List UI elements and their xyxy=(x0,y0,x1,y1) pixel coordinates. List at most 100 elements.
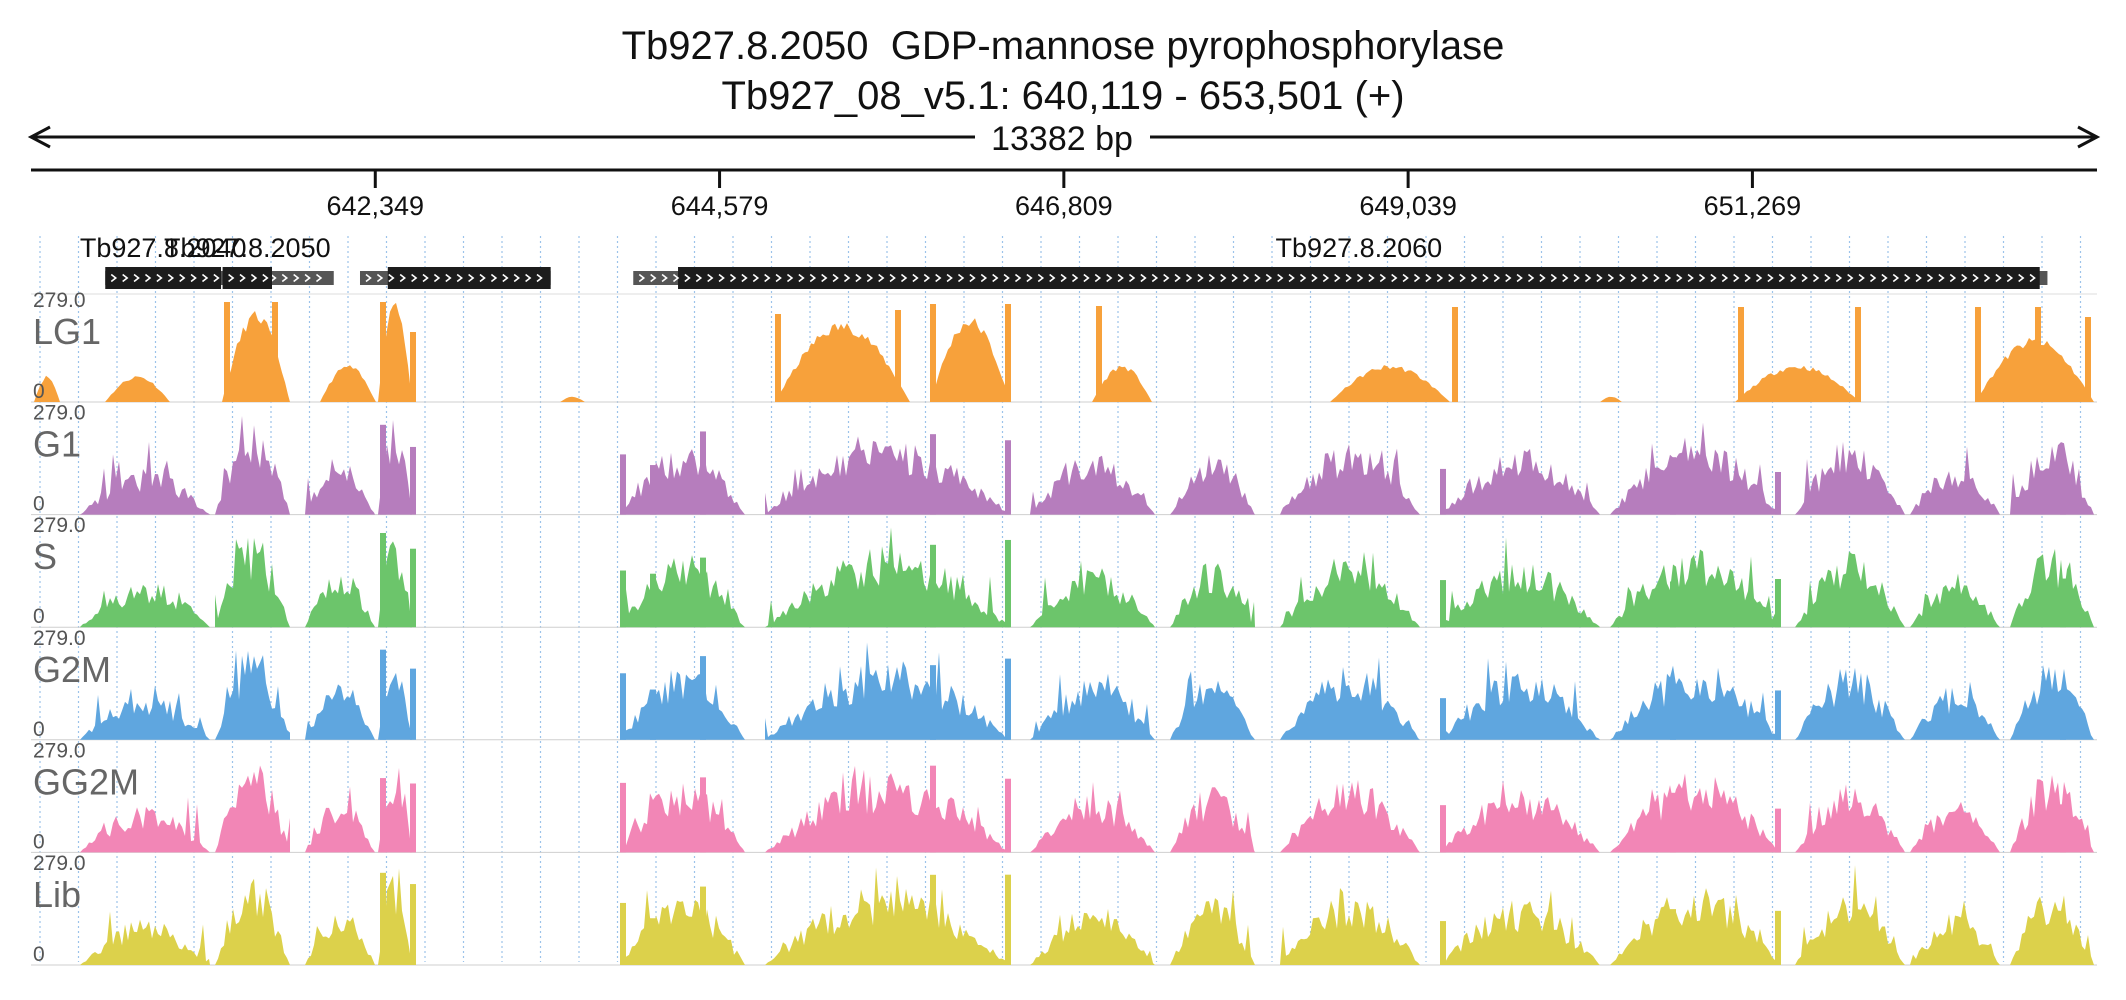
coverage-area xyxy=(80,441,210,515)
strand-chevron-icon xyxy=(110,273,118,283)
coverage-spike xyxy=(224,302,230,402)
coverage-area xyxy=(1280,657,1420,740)
strand-chevron-icon xyxy=(1961,273,1968,283)
coverage-spike xyxy=(700,886,706,965)
track-max-label: 279.0 xyxy=(33,402,86,425)
strand-chevron-icon xyxy=(1687,273,1694,283)
coverage-area xyxy=(378,302,412,402)
coverage-track-gg2m: 279.0 0 GG2M xyxy=(31,739,2097,853)
strand-chevron-icon xyxy=(1938,273,1945,283)
coordinate-ruler: 642,349 644,579 646,809 649,039 651,269 xyxy=(31,168,2097,221)
coverage-spike xyxy=(895,310,901,402)
strand-chevron-icon xyxy=(1516,273,1523,283)
strand-chevron-icon xyxy=(1493,273,1501,283)
strand-chevron-icon xyxy=(1106,273,1113,283)
strand-chevron-icon xyxy=(133,273,140,283)
gene-model-tb927.8.2050-b[interactable] xyxy=(359,267,551,289)
coverage-area xyxy=(1440,658,1600,740)
coverage-spike xyxy=(700,431,706,515)
coverage-area xyxy=(560,396,585,402)
strand-chevron-icon xyxy=(422,273,429,283)
coverage-spike xyxy=(620,782,626,853)
strand-chevron-icon xyxy=(1664,273,1672,283)
coverage-area xyxy=(80,797,210,853)
coverage-area xyxy=(378,419,412,515)
gene-model-tb927.8.2060[interactable]: Tb927.8.2060 xyxy=(633,233,2048,289)
strand-chevron-icon xyxy=(1254,273,1261,283)
coverage-area xyxy=(215,878,290,965)
strand-chevron-icon xyxy=(1311,273,1318,283)
coverage-area xyxy=(2010,895,2094,965)
strand-chevron-icon xyxy=(1869,273,1877,283)
gene-cds-bar xyxy=(222,267,272,289)
coverage-area xyxy=(1030,908,1155,965)
strand-chevron-icon xyxy=(1482,273,1489,283)
strand-chevron-icon xyxy=(1812,273,1820,283)
gene-model-tb927.8.2050[interactable]: Tb927.8.2050 xyxy=(164,233,331,289)
strand-chevron-icon xyxy=(490,273,498,283)
strand-chevron-icon xyxy=(1322,273,1330,283)
coverage-spike xyxy=(380,532,386,628)
strand-chevron-icon xyxy=(376,273,384,283)
coverage-area xyxy=(1610,549,1780,628)
coverage-spike xyxy=(620,570,626,628)
strand-chevron-icon xyxy=(1231,273,1238,283)
strand-chevron-icon xyxy=(456,273,464,283)
coverage-area xyxy=(620,555,745,628)
strand-chevron-icon xyxy=(1368,273,1375,283)
strand-chevron-icon xyxy=(1208,273,1216,283)
strand-chevron-icon xyxy=(775,273,782,283)
coverage-area xyxy=(1030,560,1155,628)
track-min-label: 0 xyxy=(33,493,45,516)
track-name-label: S xyxy=(33,536,57,577)
strand-chevron-icon xyxy=(2029,273,2036,283)
coverage-area xyxy=(1795,667,1905,740)
strand-chevron-icon xyxy=(741,273,748,283)
strand-chevron-icon xyxy=(281,273,289,283)
strand-chevron-icon xyxy=(992,273,999,283)
strand-chevron-icon xyxy=(1436,273,1444,283)
coverage-spike xyxy=(1005,539,1011,628)
track-max-label: 279.0 xyxy=(33,739,86,762)
coverage-area xyxy=(305,576,375,628)
strand-chevron-icon xyxy=(1391,273,1398,283)
coverage-spike xyxy=(1670,581,1676,628)
coverage-area xyxy=(1440,779,1600,853)
strand-chevron-icon xyxy=(1288,273,1295,283)
coverage-area xyxy=(1030,782,1155,853)
coverage-area xyxy=(1170,890,1255,965)
strand-chevron-icon xyxy=(399,273,407,283)
coverage-spike xyxy=(930,874,936,965)
coverage-area xyxy=(1910,573,2000,628)
strand-chevron-icon xyxy=(365,273,372,283)
coverage-spike xyxy=(930,665,936,740)
coverage-area xyxy=(1795,551,1905,628)
coverage-area xyxy=(620,783,745,853)
coverage-area xyxy=(1170,787,1255,853)
track-name-label: G1 xyxy=(33,424,81,465)
strand-chevron-icon xyxy=(1596,273,1603,283)
coverage-area xyxy=(378,541,412,628)
coverage-spike xyxy=(1440,468,1446,515)
strand-chevron-icon xyxy=(1049,273,1056,283)
coverage-area xyxy=(1910,446,2000,515)
coverage-area xyxy=(305,684,375,740)
strand-chevron-icon xyxy=(239,273,246,283)
strand-chevron-icon xyxy=(388,273,395,283)
coverage-area xyxy=(1440,448,1600,515)
strand-chevron-icon xyxy=(513,273,521,283)
strand-chevron-icon xyxy=(525,273,532,283)
strand-chevron-icon xyxy=(798,273,805,283)
strand-chevron-icon xyxy=(1345,273,1352,283)
strand-chevron-icon xyxy=(650,273,657,283)
strand-chevron-icon xyxy=(1562,273,1569,283)
coverage-area xyxy=(105,376,170,402)
strand-chevron-icon xyxy=(201,273,209,283)
track-max-label: 279.0 xyxy=(33,627,86,650)
gene-model-tb927.8.2040[interactable]: Tb927.8.2040 xyxy=(80,233,334,289)
strand-chevron-icon xyxy=(1607,273,1615,283)
coverage-area xyxy=(1910,900,2000,965)
coverage-spike xyxy=(2085,317,2091,402)
coverage-area xyxy=(930,318,1010,402)
